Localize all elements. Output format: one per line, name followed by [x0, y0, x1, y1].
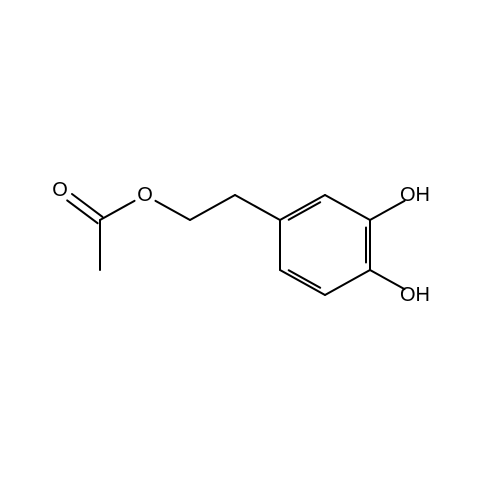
atom-label: OH	[400, 184, 430, 206]
bond	[280, 195, 325, 220]
bond	[72, 194, 102, 217]
bond	[235, 195, 280, 220]
bond	[325, 270, 370, 295]
bond	[100, 201, 135, 220]
bond	[155, 201, 190, 220]
bond	[280, 270, 325, 295]
chemical-structure: O O OH OH	[0, 0, 500, 500]
atom-label: OH	[400, 284, 430, 306]
atom-label: O	[52, 179, 68, 201]
bond	[289, 270, 321, 288]
bond	[325, 195, 370, 220]
atom-label: O	[137, 184, 153, 206]
bond	[190, 195, 235, 220]
bond	[289, 202, 321, 220]
bond	[67, 200, 97, 223]
